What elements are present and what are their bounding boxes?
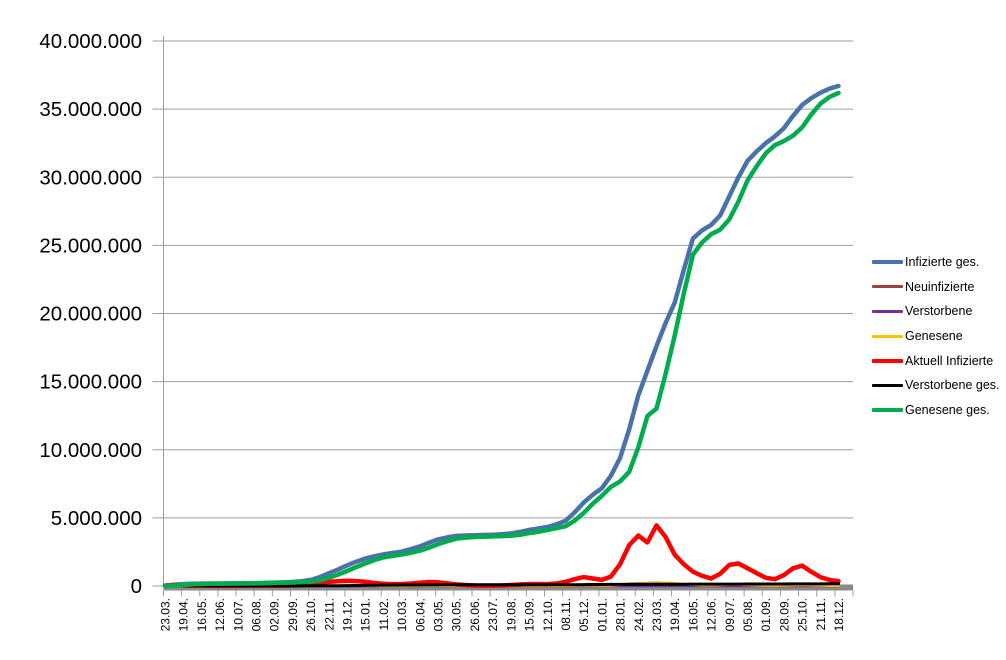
y-axis-tick-label: 35.000.000: [39, 98, 142, 121]
legend-item-genesene[interactable]: Genesene: [872, 324, 1006, 349]
y-axis-tick-label: 40.000.000: [39, 30, 142, 53]
x-axis-tick-label: 21.11.: [814, 598, 828, 630]
x-axis-tick-label: 19.04.: [177, 598, 191, 631]
legend-line-swatch-infizierte-ges: [872, 260, 903, 265]
x-axis-tick-label: 16.05.: [686, 598, 700, 631]
x-axis-tick-label: 25.10.: [796, 598, 810, 631]
y-axis-tick-label: 25.000.000: [39, 234, 142, 257]
x-axis-tick-label: 10.03.: [395, 598, 409, 631]
x-axis-tick-label: 12.10.: [541, 598, 555, 631]
x-axis-tick-label: 11.02.: [377, 598, 391, 630]
x-axis-tick-label: 28.01.: [614, 598, 628, 631]
x-axis-tick-label: 30.05.: [450, 598, 464, 631]
x-axis-tick-label: 10.07.: [231, 598, 245, 631]
x-axis-tick-label: 01.01.: [595, 598, 609, 631]
legend-item-infizierte-ges[interactable]: Infizierte ges.: [872, 250, 1006, 275]
legend-item-verstorbene-ges[interactable]: Verstorbene ges.: [872, 373, 1006, 398]
x-axis-tick-label: 29.09.: [286, 598, 300, 631]
x-axis-tick-label: 23.03.: [650, 598, 664, 631]
series-line-infizierte-ges: [162, 83, 841, 588]
legend-line-swatch-verstorbene: [872, 309, 903, 313]
legend-line-swatch-neuinfizierte: [872, 285, 903, 289]
x-axis-tick-label: 19.08.: [504, 598, 518, 631]
legend-label-verstorbene-ges: Verstorbene ges.: [905, 378, 1000, 393]
legend-item-neuinfizierte[interactable]: Neuinfizierte: [872, 275, 1006, 300]
x-axis-tick-label: 08.11.: [559, 598, 573, 630]
y-axis-tick-label: 15.000.000: [39, 371, 142, 394]
y-axis-tick-label: 20.000.000: [39, 303, 142, 326]
x-axis-tick-label: 22.11.: [322, 598, 336, 630]
x-axis-tick-label: 16.05.: [195, 598, 209, 631]
x-axis-tick-label: 12.06.: [213, 598, 227, 631]
x-axis-tick-label: 01.09.: [759, 598, 773, 631]
legend-line-swatch-aktuell-infizierte: [872, 358, 903, 363]
legend-label-genesene-ges: Genesene ges.: [905, 402, 990, 417]
x-axis-tick-label: 06.04.: [413, 598, 427, 631]
legend-label-neuinfizierte: Neuinfizierte: [905, 279, 975, 294]
y-axis-tick-label: 10.000.000: [39, 439, 142, 462]
x-axis-tick-label: 15.09.: [523, 598, 537, 631]
x-axis-tick-label: 26.06.: [468, 598, 482, 631]
legend-label-infizierte-ges: Infizierte ges.: [905, 255, 980, 270]
legend-label-verstorbene: Verstorbene: [905, 304, 973, 319]
x-axis-tick-label: 19.04.: [668, 598, 682, 631]
legend-item-verstorbene[interactable]: Verstorbene: [872, 299, 1006, 324]
legend-label-genesene: Genesene: [905, 329, 963, 344]
legend-line-swatch-genesene-ges: [872, 407, 903, 412]
x-axis-tick-label: 23.03.: [159, 598, 173, 631]
legend-line-swatch-verstorbene-ges: [872, 383, 903, 387]
y-axis-tick-label: 5.000.000: [51, 507, 142, 530]
x-axis-tick-label: 09.07.: [723, 598, 737, 631]
legend-item-aktuell-infizierte[interactable]: Aktuell Infizierte: [872, 348, 1006, 373]
series-line-genesene-ges: [162, 90, 841, 589]
legend-label-aktuell-infizierte: Aktuell Infizierte: [905, 353, 994, 368]
x-axis-tick-label: 02.09.: [268, 598, 282, 631]
x-axis-tick-label: 03.05.: [432, 598, 446, 631]
x-axis-tick-label: 06.08.: [250, 598, 264, 631]
series-line-verstorbene-ges: [163, 582, 840, 588]
y-axis-tick-label: 30.000.000: [39, 166, 142, 189]
x-axis-bar: [163, 584, 853, 591]
x-axis-tick-label: 15.01.: [359, 598, 373, 631]
legend-line-swatch-genesene: [872, 334, 903, 338]
x-axis-tick-label: 28.09.: [777, 598, 791, 631]
y-axis-tick-label: 0: [131, 575, 142, 598]
x-axis-tick-label: 12.06.: [705, 598, 719, 631]
legend-item-genesene-ges[interactable]: Genesene ges.: [872, 398, 1006, 423]
x-axis-tick-label: 05.12.: [577, 598, 591, 631]
x-axis-tick-label: 24.02.: [632, 598, 646, 631]
legend: Infizierte ges. Neuinfizierte Verstorbene G…: [872, 250, 1006, 422]
x-axis-tick-label: 05.08.: [741, 598, 755, 631]
x-axis-tick-label: 26.10.: [304, 598, 318, 631]
x-axis-tick-label: 19.12.: [341, 598, 355, 631]
x-axis-tick-label: 18.12.: [832, 598, 846, 631]
x-axis-tick-label: 23.07.: [486, 598, 500, 631]
